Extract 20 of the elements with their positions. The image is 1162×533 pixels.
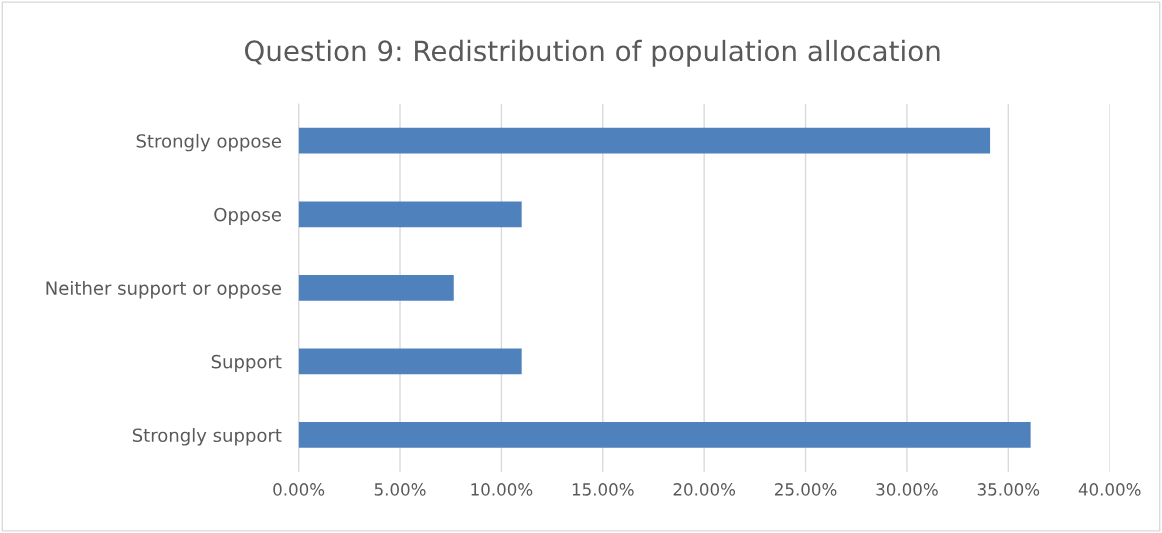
x-tick-label: 25.00% bbox=[775, 483, 837, 496]
x-tick-label: 15.00% bbox=[572, 483, 634, 496]
x-tick-label: 0.00% bbox=[273, 483, 325, 496]
x-tick-label: 35.00% bbox=[977, 483, 1040, 496]
x-tick-label: 40.00% bbox=[1078, 483, 1141, 496]
chart-title: Question 9: Redistribution of population allocation bbox=[244, 39, 940, 67]
x-tick-label: 5.00% bbox=[374, 483, 426, 496]
y-tick-label: Neither support or oppose bbox=[46, 280, 281, 299]
x-tick-label: 20.00% bbox=[673, 483, 736, 496]
y-tick-label: Strongly support bbox=[132, 428, 282, 446]
bar bbox=[298, 422, 1031, 448]
x-tick-label: 30.00% bbox=[876, 483, 938, 496]
y-tick-label: Strongly oppose bbox=[136, 133, 281, 152]
bar bbox=[298, 274, 454, 301]
y-tick-label: Support bbox=[211, 354, 282, 372]
bar bbox=[298, 127, 991, 154]
bar bbox=[298, 201, 522, 228]
x-tick-label: 10.00% bbox=[471, 483, 533, 496]
y-tick-label: Oppose bbox=[214, 207, 281, 225]
bar bbox=[298, 348, 522, 375]
